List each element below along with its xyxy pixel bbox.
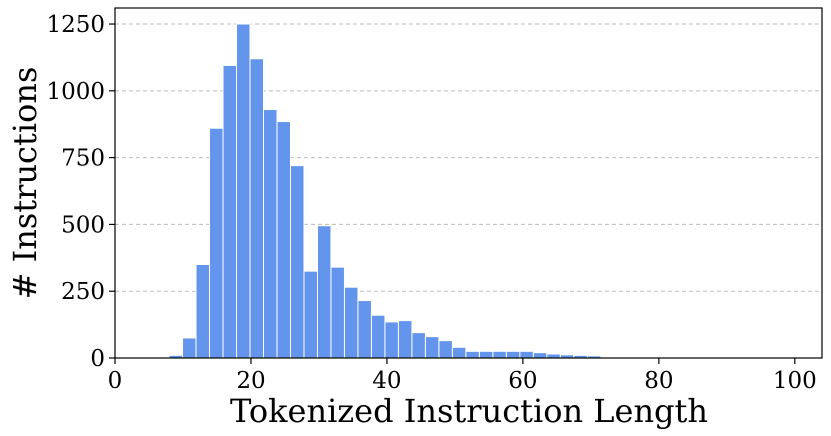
x-tick-label-60: 60	[508, 368, 537, 394]
bar-bin-20	[438, 340, 453, 359]
bar-bin-24	[492, 350, 507, 359]
y-tick-label-1000: 1000	[46, 79, 105, 105]
x-axis-title: Tokenized Instruction Length	[230, 392, 708, 430]
bar-bin-11	[316, 225, 332, 359]
bar-bin-3	[209, 127, 224, 359]
bar-bin-26	[519, 350, 534, 359]
y-tick-label-1250: 1250	[46, 12, 105, 38]
bar-bin-8	[276, 121, 291, 359]
y-tick-label-750: 750	[61, 146, 105, 172]
bar-bin-9	[289, 165, 305, 359]
bar-bin-16	[384, 321, 399, 359]
bar-bin-12	[330, 266, 345, 359]
x-tick-label-80: 80	[644, 368, 673, 394]
y-tick-label-500: 500	[61, 212, 105, 238]
bar-bin-14	[357, 300, 372, 359]
bar-bin-13	[343, 286, 359, 359]
bar-bin-6	[249, 58, 265, 359]
x-tick-label-100: 100	[773, 368, 817, 394]
bar-bin-19	[424, 336, 440, 359]
y-axis-title: # Instructions	[6, 67, 44, 300]
bar-bin-18	[411, 332, 426, 359]
bar-bin-7	[263, 109, 278, 359]
bar-bin-22	[465, 350, 480, 359]
histogram-bars	[168, 23, 710, 359]
plot-frame	[114, 7, 823, 359]
bar-bin-10	[303, 270, 318, 359]
bar-bin-5	[236, 23, 251, 359]
bar-bin-27	[532, 352, 548, 359]
x-tick-label-0: 0	[108, 368, 123, 394]
x-tick-label-40: 40	[372, 368, 401, 394]
bar-bin-28	[546, 353, 561, 359]
bar-bin-15	[370, 314, 386, 359]
y-tick-label-250: 250	[61, 279, 105, 305]
bar-bin-21	[451, 346, 467, 359]
bar-bin-17	[397, 320, 413, 359]
x-axis-ticks: 0 20 40 60 80 100	[108, 358, 817, 394]
bar-bin-1	[182, 337, 197, 359]
bar-bin-25	[505, 350, 521, 359]
bar-bin-4	[222, 64, 238, 359]
bar-bin-23	[478, 350, 494, 359]
y-axis-ticks: 0 250 500 750 1000 1250	[46, 12, 115, 372]
bar-bin-2	[195, 263, 211, 359]
y-gridlines	[115, 23, 822, 292]
y-tick-label-0: 0	[90, 346, 105, 372]
x-tick-label-20: 20	[236, 368, 265, 394]
